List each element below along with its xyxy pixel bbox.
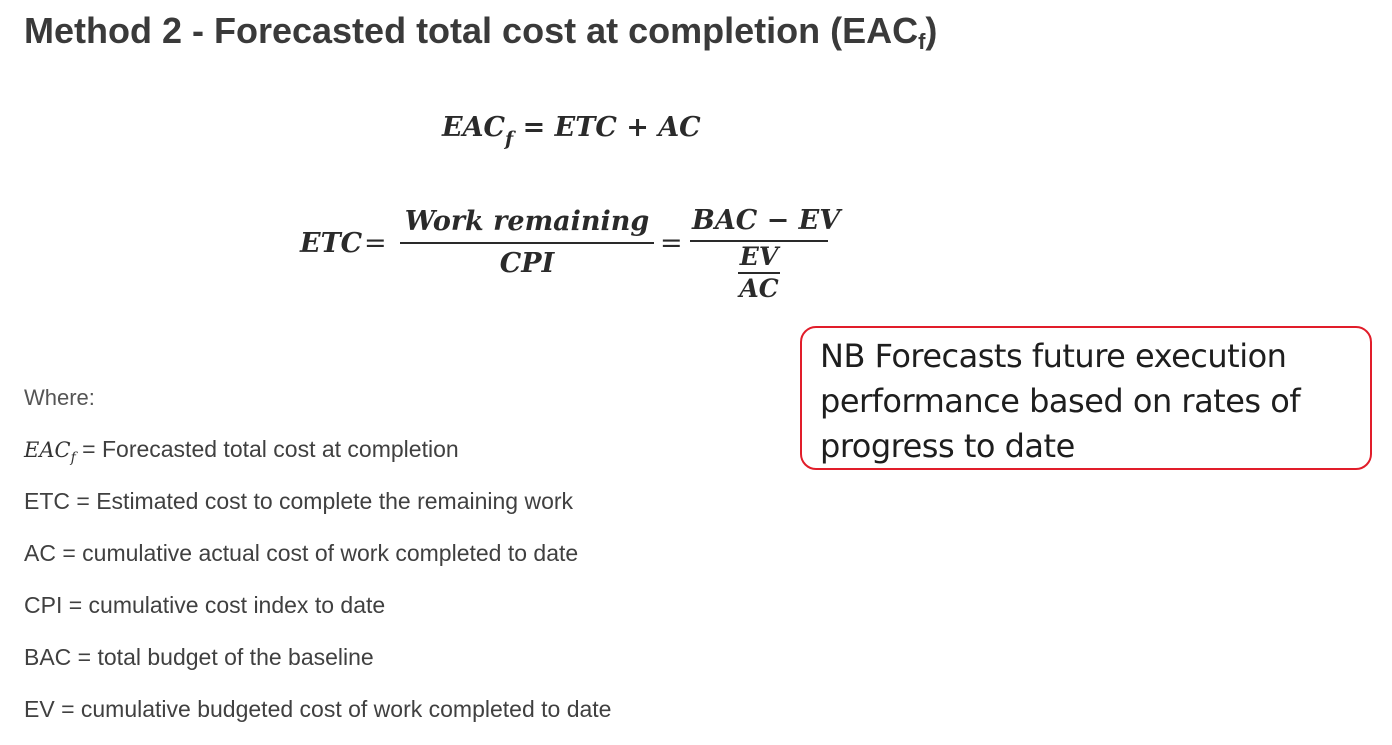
eac-rhs: = ETC + AC — [513, 112, 701, 143]
definitions-list: EACf = Forecasted total cost at completi… — [24, 432, 611, 744]
definition-etc: ETC = Estimated cost to complete the rem… — [24, 484, 611, 536]
inner-numerator: EV — [739, 242, 779, 271]
bac-ev-fraction: BAC − EV EV AC — [690, 202, 841, 308]
page-title: Method 2 - Forecasted total cost at comp… — [24, 8, 937, 65]
title-subscript: f — [918, 29, 926, 54]
definition-text: BAC = total budget of the baseline — [24, 644, 374, 670]
eac-formula: EACf = ETC + AC — [442, 108, 701, 150]
definition-text: CPI = cumulative cost index to date — [24, 592, 386, 618]
definition-bac: BAC = total budget of the baseline — [24, 640, 611, 692]
ev-over-ac-fraction: EV AC — [737, 242, 781, 304]
definition-cpi: CPI = cumulative cost index to date — [24, 588, 611, 640]
where-label: Where: — [24, 385, 95, 410]
definition-text: = Forecasted total cost at completion — [75, 436, 459, 462]
eac-symbol: EAC — [442, 112, 506, 143]
definition-text: EV = cumulative budgeted cost of work co… — [24, 696, 612, 722]
definition-text: ETC = Estimated cost to complete the rem… — [24, 488, 574, 514]
fraction-denominator: EV AC — [690, 240, 828, 308]
fraction-denominator: CPI — [400, 242, 654, 284]
fraction-numerator: Work remaining — [404, 206, 650, 237]
fraction-numerator: BAC − EV — [692, 205, 841, 236]
inner-denominator: AC — [737, 272, 781, 303]
definition-text: AC = cumulative actual cost of work comp… — [24, 540, 579, 566]
symbol-subscript: f — [70, 450, 76, 467]
symbol-base: EAC — [24, 438, 71, 462]
etc-equals-sign: = — [364, 228, 387, 259]
definition-eacf: EACf = Forecasted total cost at completi… — [24, 432, 611, 484]
eac-subscript: f — [505, 128, 514, 150]
etc-formula-lhs: ETC — [300, 228, 363, 259]
definition-ev: EV = cumulative budgeted cost of work co… — [24, 692, 611, 744]
second-equals-sign: = — [660, 228, 683, 259]
definition-symbol: EACf — [24, 438, 76, 466]
definition-ac: AC = cumulative actual cost of work comp… — [24, 536, 611, 588]
title-text: Method 2 - Forecasted total cost at comp… — [24, 10, 919, 51]
note-callout: NB Forecasts future execution performanc… — [800, 326, 1372, 470]
title-close-paren: ) — [925, 10, 938, 51]
work-remaining-fraction: Work remaining CPI — [400, 202, 654, 284]
